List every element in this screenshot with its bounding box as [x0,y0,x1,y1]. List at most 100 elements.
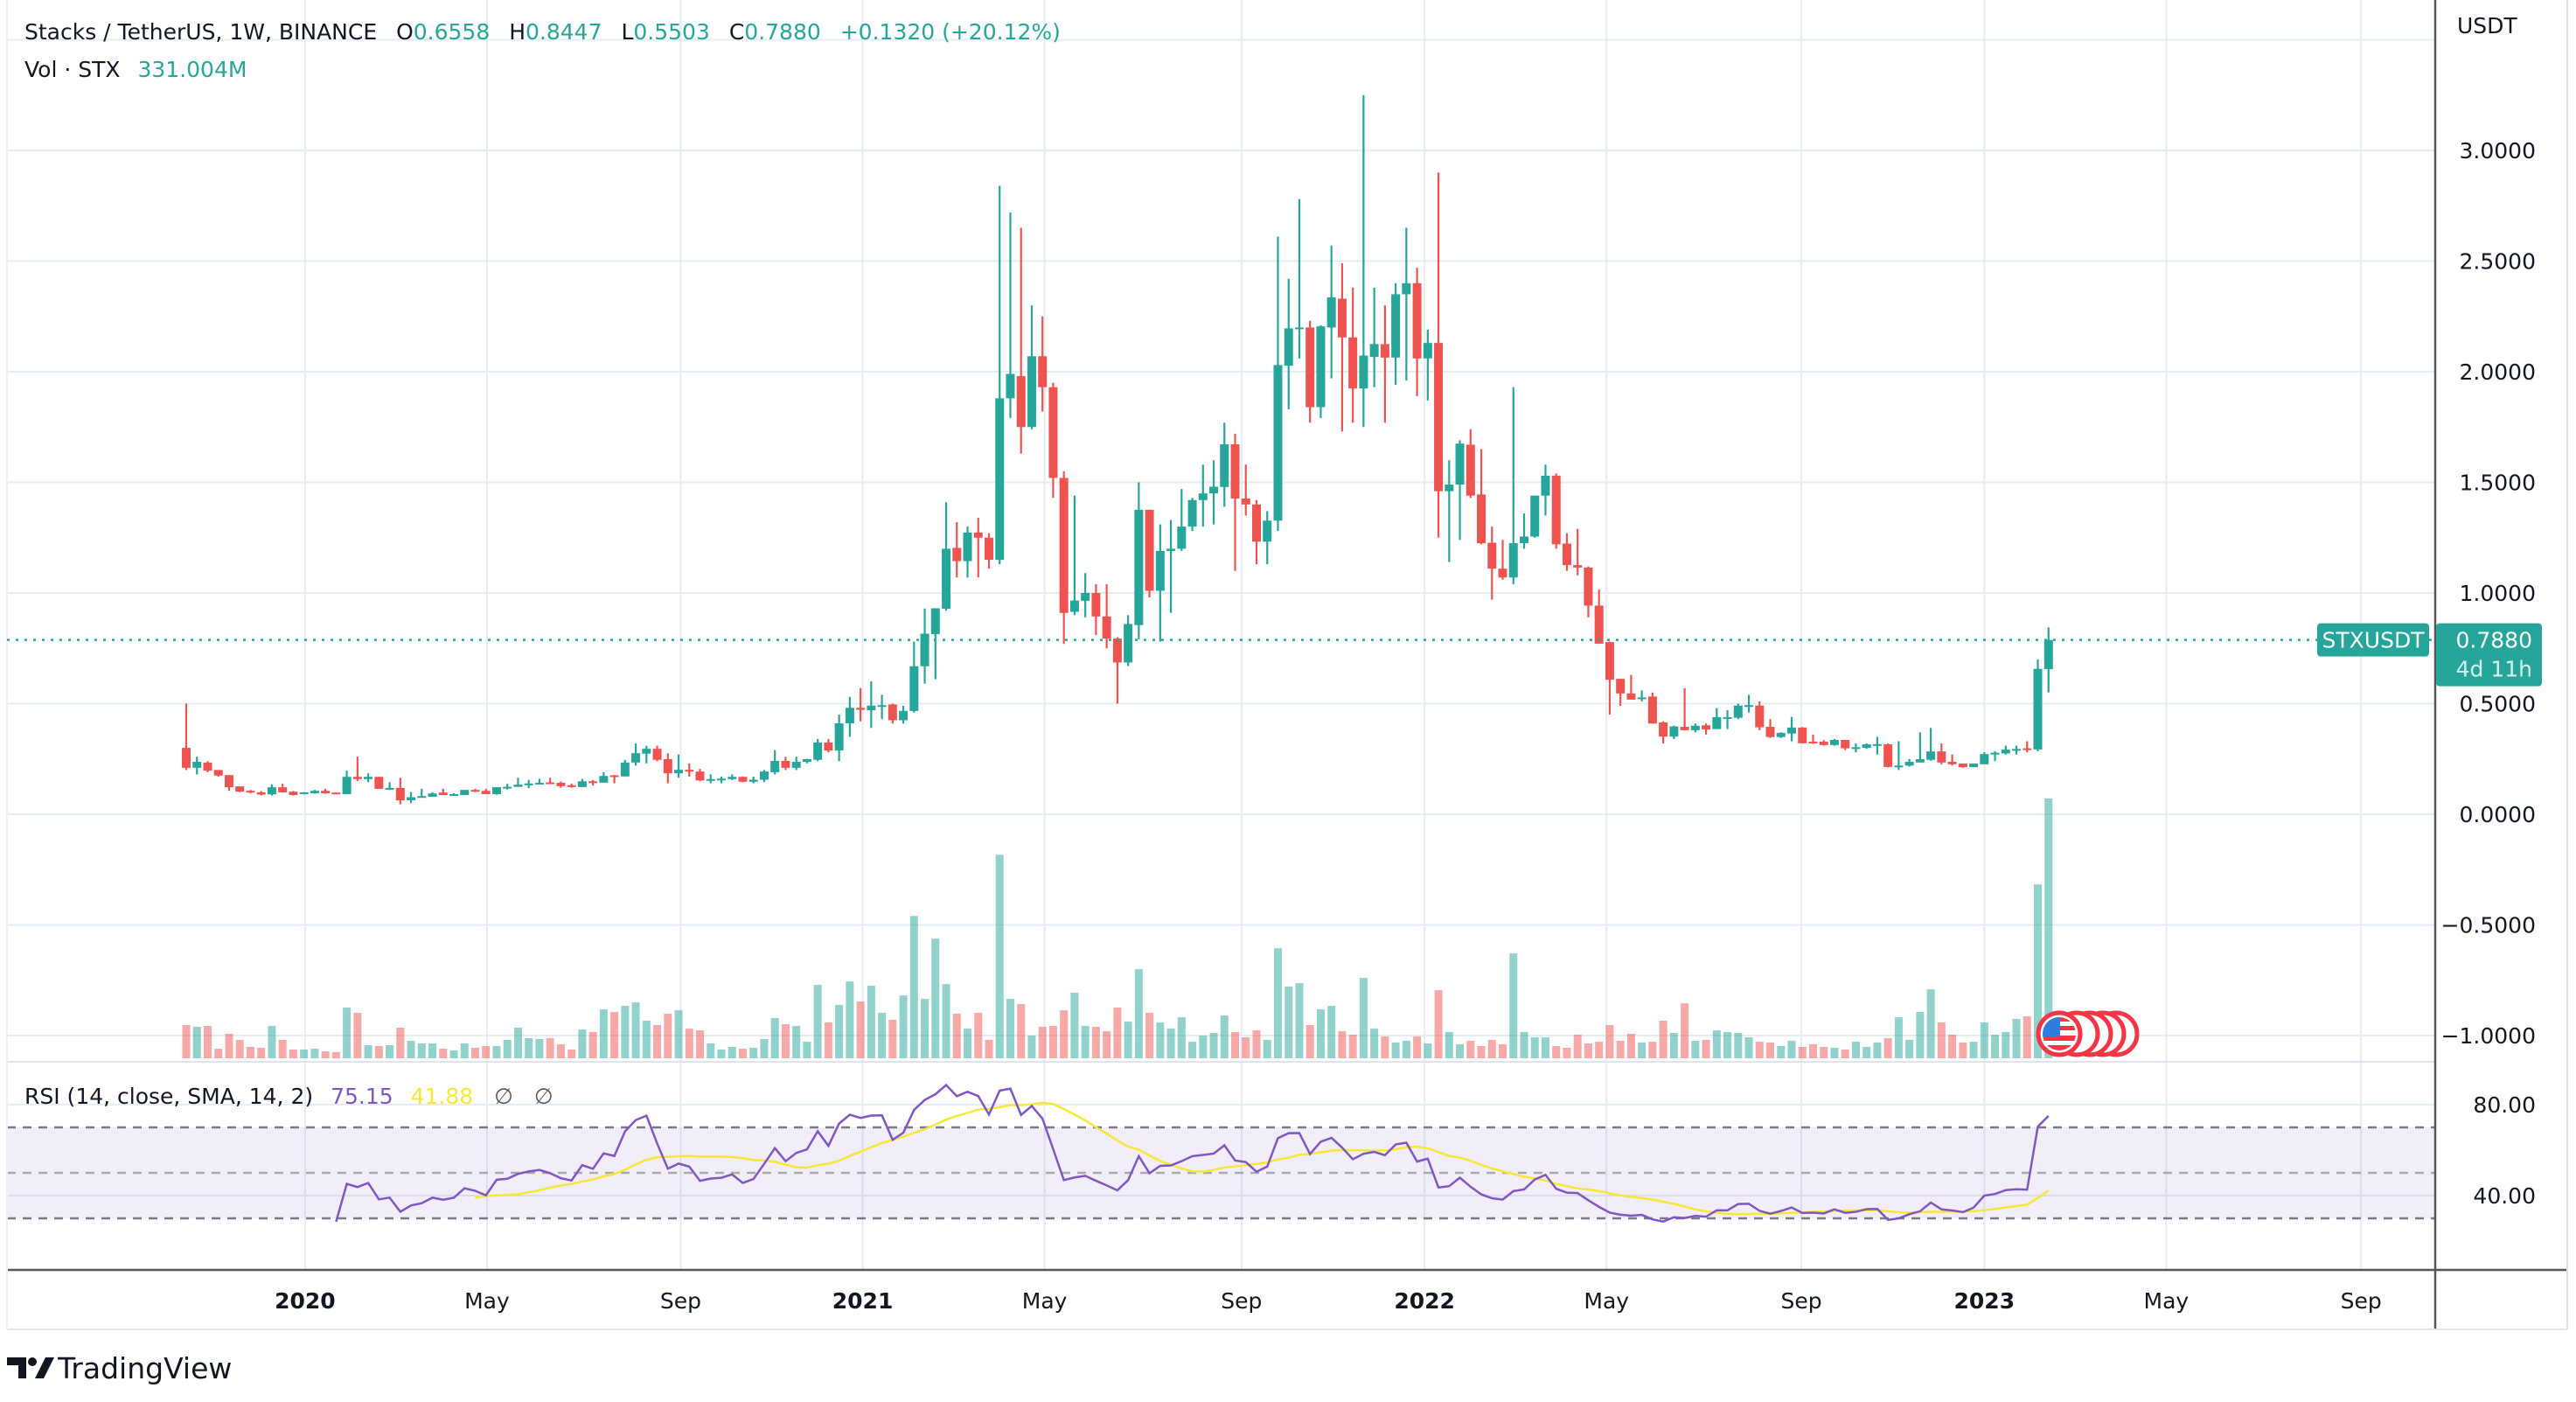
candle [1326,245,1336,379]
candle [1990,750,2000,762]
volume-bar [513,1028,522,1058]
candle [674,754,684,778]
candle-body [717,778,726,781]
volume-bar [1242,1037,1250,1058]
candle [524,779,533,789]
candle [1872,736,1882,755]
volume-bar [749,1047,758,1058]
candle-body [1498,568,1507,578]
tradingview-logo[interactable]: TradingView [7,1351,232,1385]
price-label: 0.7880 [2456,628,2532,653]
volume-bar [1681,1003,1689,1058]
volume-bar [492,1046,501,1058]
candle [2033,659,2043,751]
candle-body [1969,764,1979,768]
candle-body [631,753,641,763]
candle-body [1594,605,1604,644]
candle-body [256,792,266,795]
candle [856,687,866,722]
candle-body [513,785,523,787]
candle-body [1326,296,1336,328]
volume-bar [1466,1040,1475,1058]
candle [770,750,780,775]
volume-bar [1959,1043,1967,1058]
candle [1776,732,1786,738]
candle-body [652,749,662,760]
candle [1284,278,1293,410]
volume-bar [1316,1009,1325,1058]
volume-bar [1070,993,1079,1058]
candle [1819,740,1828,746]
candle-body [1263,520,1272,542]
volume-bar [588,1032,597,1058]
economic-events-icons[interactable] [2036,1010,2140,1057]
candle-body [1348,337,1358,389]
volume-bar [289,1050,297,1058]
candle-body [642,749,651,754]
candle-body [738,777,748,782]
candle-body [824,743,833,751]
volume-bar [664,1014,672,1058]
volume-bar [1391,1043,1400,1058]
ohlc-legend[interactable]: Stacks / TetherUS, 1W, BINANCE O0.6558 H… [24,19,1061,45]
time-axis[interactable]: 2020 May Sep 2021 May Sep 2022 May Sep 2023 May Sep [275,1288,2382,1314]
candle-body [470,790,480,792]
volume-bar [653,1025,662,1058]
last-price-label: STXUSDT 0.7880 4d 11h [2317,623,2542,687]
symbol-title[interactable]: Stacks / TetherUS, 1W, BINANCE [24,19,377,45]
candle [278,784,288,793]
volume-bar [921,999,929,1058]
rsi-na-value: ∅ [534,1084,553,1109]
candle [1594,589,1604,645]
volume-bar [835,1005,844,1058]
candle-body [1145,509,1154,591]
candle-body [491,787,501,794]
candle-body [856,708,866,710]
us-flag-icon[interactable] [2036,1010,2083,1057]
candle [1445,460,1454,562]
volume-bar [300,1050,309,1058]
candle [1947,754,1957,766]
candle [1605,641,1614,715]
candle-body [417,796,427,799]
candle [481,788,491,794]
volume-bar [1969,1042,1978,1058]
candle-body [299,792,309,794]
candle [1851,743,1861,753]
price-axis-currency: USDT [2457,13,2517,38]
candle [1958,764,1967,768]
candle-body [1680,727,1689,730]
price-axis[interactable]: 3.0000 2.5000 2.0000 1.5000 1.0000 0.5000 0.00… [2441,138,2536,1049]
time-axis-label: May [464,1288,510,1314]
rsi-legend[interactable]: RSI (14, close, SMA, 14, 2) 75.15 41.88 … [24,1084,553,1109]
candle-body [1477,494,1486,544]
candle [1412,268,1422,396]
low-label: L [621,19,633,45]
candle [1069,495,1079,616]
volume-bar [343,1008,352,1058]
candle-body [1006,373,1015,399]
candle-body [1091,593,1101,617]
candle-body [1294,327,1304,330]
low-value: 0.5503 [633,19,709,45]
candle [1038,316,1048,412]
volume-bar [1530,1037,1539,1058]
volume-bar [1220,1015,1229,1058]
rsi-value: 75.15 [331,1084,393,1109]
candle [1187,498,1197,532]
volume-legend[interactable]: Vol · STX 331.004M [24,57,247,82]
candle [834,715,844,762]
volume-bar [1199,1036,1208,1058]
candle [1530,495,1540,538]
volume-bar [707,1043,715,1058]
rsi-series [335,1083,2050,1224]
volume-bar [878,1013,887,1058]
candle [652,745,662,762]
volume-bar [1659,1021,1667,1058]
volume-bar [407,1040,415,1058]
rsi-axis[interactable]: 80.00 40.00 [2473,1092,2536,1209]
candle [1637,690,1647,701]
volume-bar [225,1034,233,1058]
candle [695,769,705,782]
